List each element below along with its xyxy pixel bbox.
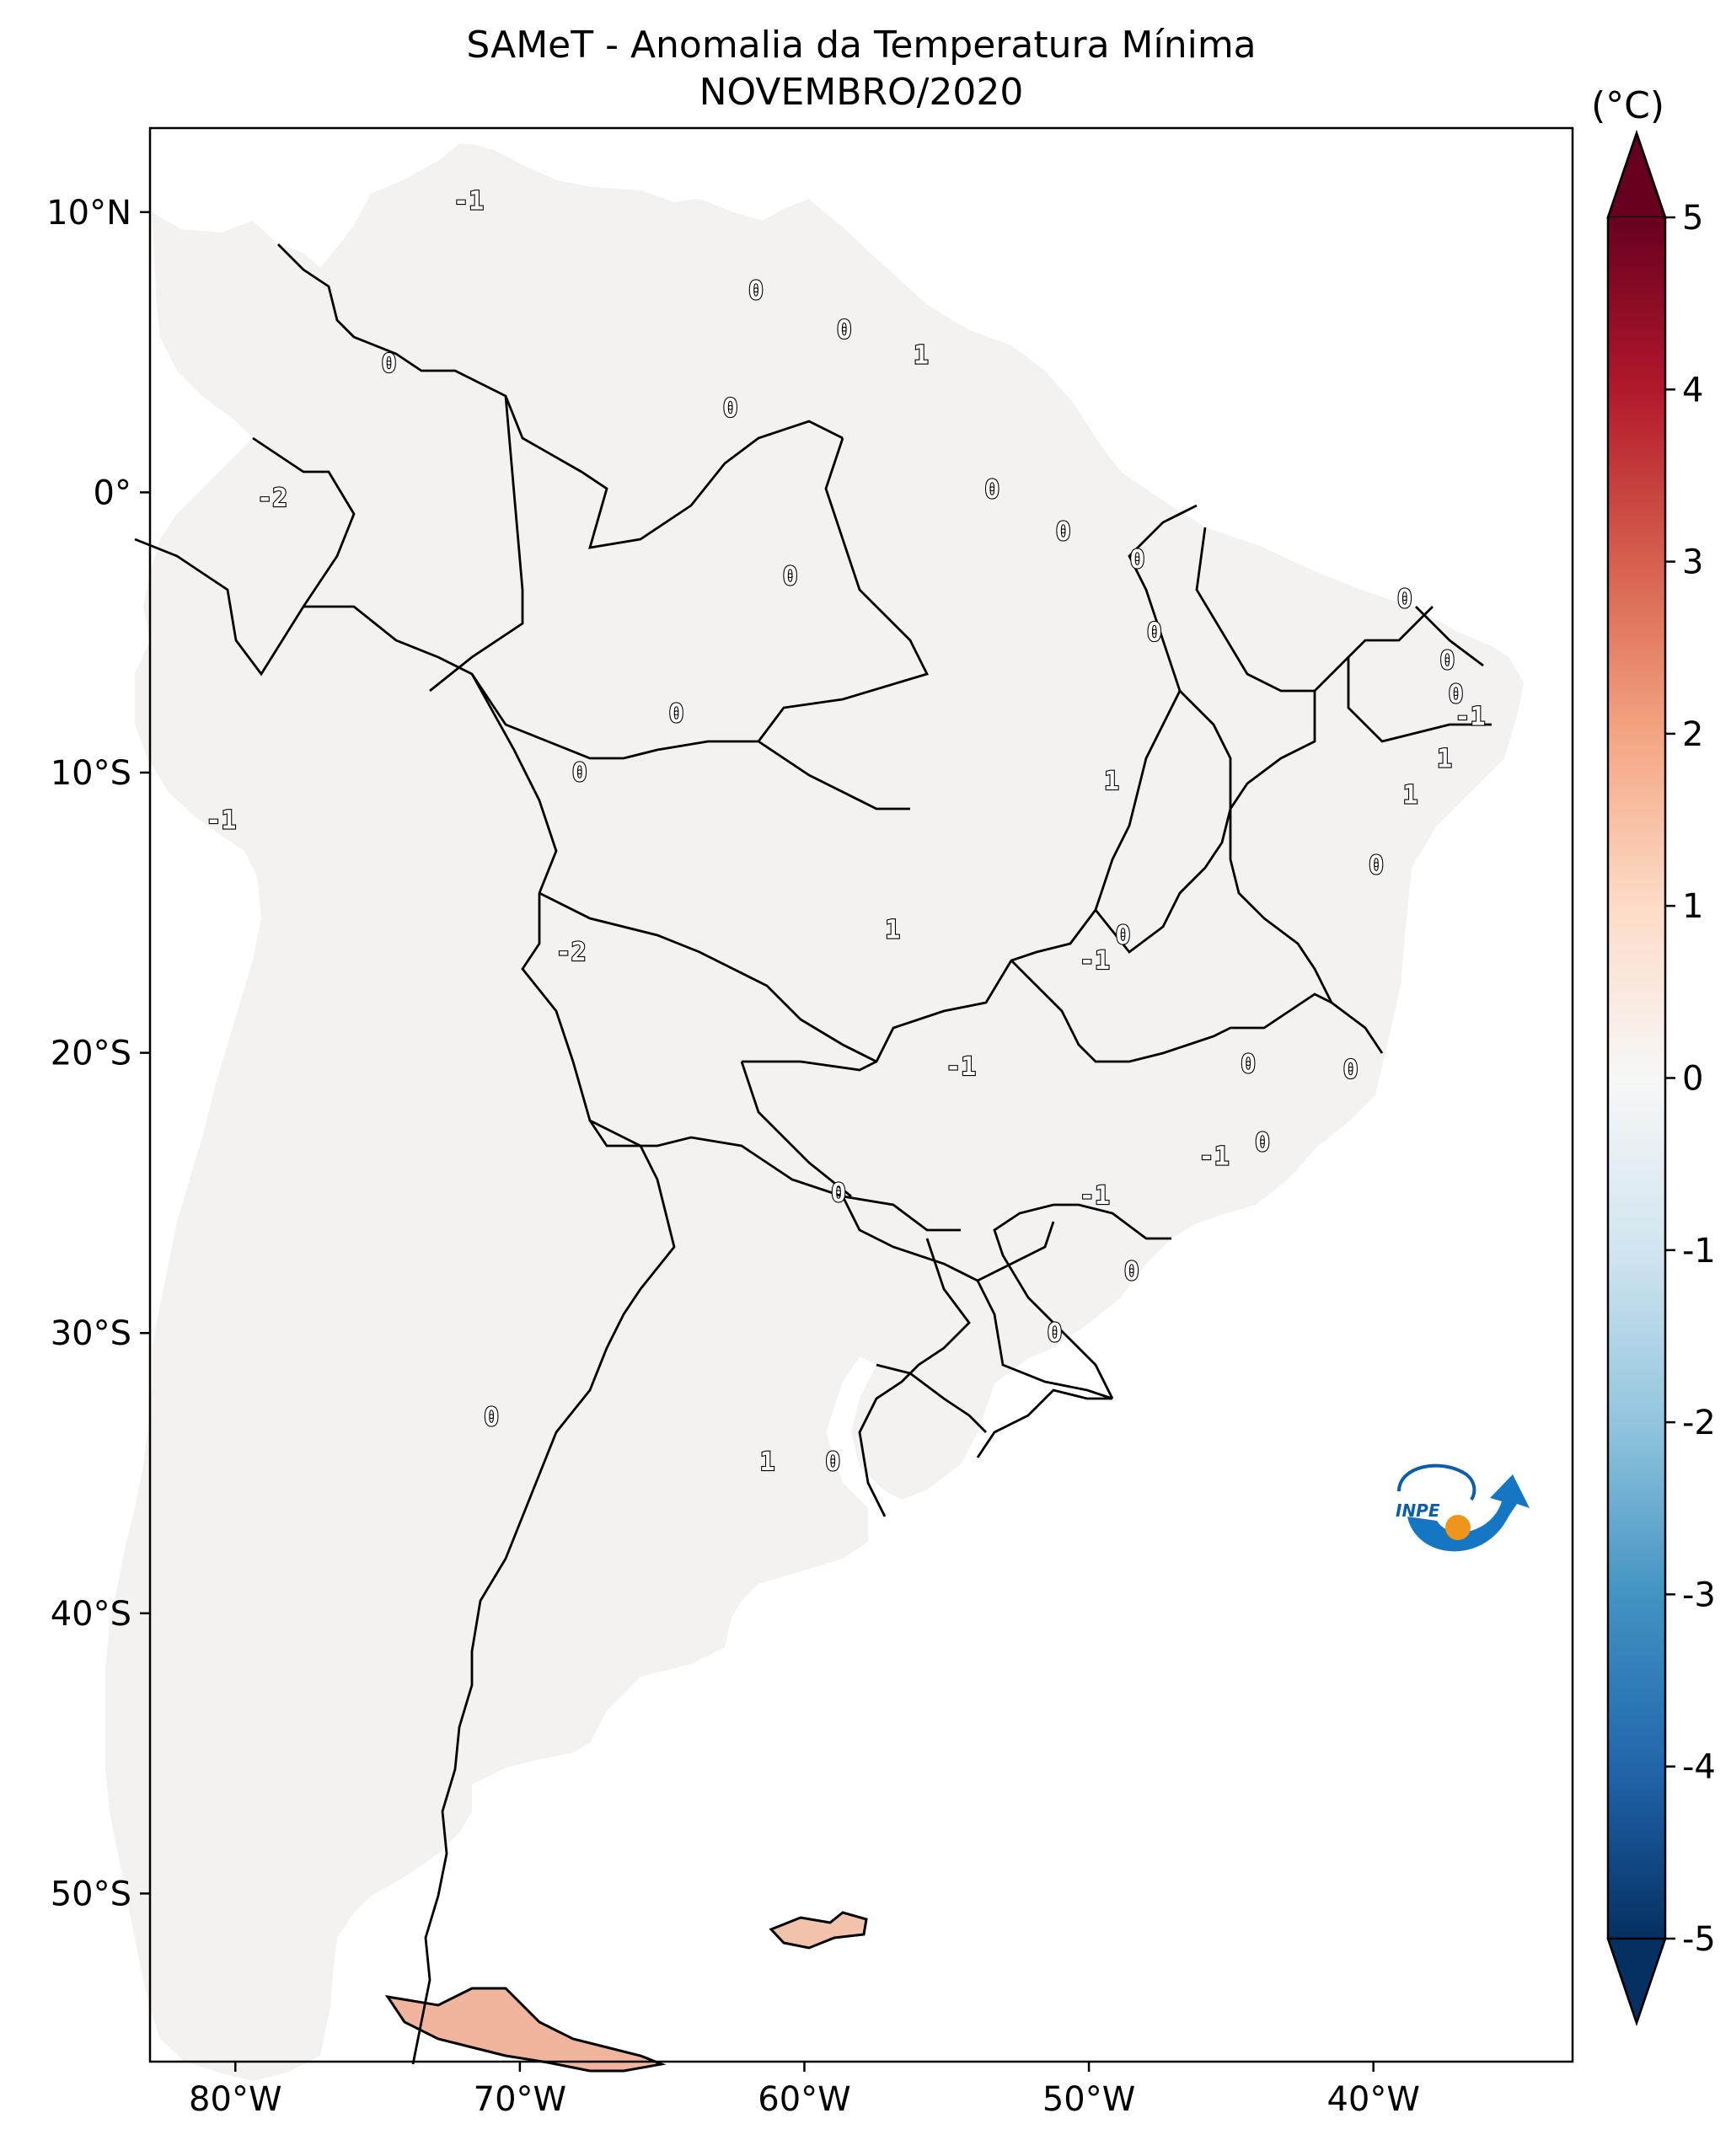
lat-tick-label: 50°S <box>51 1875 131 1913</box>
map-frame <box>148 126 1574 2063</box>
colorbar-tick-label: 0 <box>1682 1060 1703 1099</box>
contour-label: -1 <box>1080 1181 1110 1211</box>
tierra-del-fuego <box>384 1987 667 2073</box>
contour-label: 0 <box>837 315 852 345</box>
contour-label: 0 <box>1056 517 1071 547</box>
contour-label: 0 <box>382 349 397 378</box>
falkland-islands <box>769 1911 868 1950</box>
colorbar-tick-label: 3 <box>1682 543 1703 582</box>
contour-label: 0 <box>1343 1056 1359 1085</box>
contour-label: 0 <box>1129 545 1144 575</box>
logo-orbit-icon <box>1397 1463 1476 1501</box>
contour-label: 0 <box>1124 1257 1139 1287</box>
longitude-axis: 80°W 70°W 60°W 50°W 40°W <box>189 2062 1420 2119</box>
lon-tick-label: 50°W <box>1042 2080 1135 2119</box>
colorbar-tick-label: 2 <box>1682 715 1703 754</box>
lon-tick-label: 40°W <box>1326 2080 1419 2119</box>
lon-tick-label: 70°W <box>474 2080 566 2119</box>
contour-label: 0 <box>1449 680 1464 709</box>
contour-label: 0 <box>1048 1319 1063 1348</box>
contour-label: 0 <box>783 562 798 591</box>
contour-label: 0 <box>1241 1050 1256 1079</box>
colorbar-tick-label: -2 <box>1682 1404 1716 1442</box>
contour-label: -1 <box>1455 702 1485 731</box>
colorbar-tick-label: 4 <box>1682 371 1703 409</box>
contour-label: 0 <box>748 276 764 306</box>
contour-label: 0 <box>484 1403 499 1432</box>
contour-label: 0 <box>1116 921 1131 950</box>
contour-label: -1 <box>946 1052 976 1082</box>
latitude-axis: 10°N 0° 10°S 20°S 30°S 40°S 50°S <box>46 194 150 1913</box>
logo-sun-icon <box>1445 1515 1471 1540</box>
lat-tick-label: 40°S <box>51 1595 131 1634</box>
lon-tick-label: 80°W <box>189 2080 281 2119</box>
political-borders <box>134 243 1492 2065</box>
logo-text: INPE <box>1396 1501 1440 1521</box>
colorbar-extend-max <box>1606 130 1667 219</box>
contour-label: -1 <box>453 186 484 216</box>
contour-label: 0 <box>984 475 999 505</box>
contour-label: -2 <box>257 484 287 513</box>
map-panel <box>104 128 1573 2083</box>
contour-label: 0 <box>1147 618 1162 648</box>
contour-label: 1 <box>885 915 900 944</box>
contour-label: 1 <box>1437 744 1452 773</box>
colorbar-tick-label: -4 <box>1682 1748 1716 1787</box>
contour-label: 1 <box>760 1447 775 1477</box>
contour-label: -1 <box>1080 946 1110 976</box>
colorbar-ticks: 5 4 3 2 1 0 -1 -2 -3 -4 -5 <box>1665 199 1716 1959</box>
colorbar-tick-label: -1 <box>1682 1232 1716 1271</box>
contour-label: 0 <box>831 1179 846 1208</box>
inpe-logo: INPE <box>1396 1463 1530 1552</box>
contour-label: 0 <box>825 1447 840 1477</box>
colorbar-tick-label: 5 <box>1682 199 1703 238</box>
colorbar-unit-label: (°C) <box>1591 84 1665 127</box>
contour-label: 0 <box>1397 585 1412 614</box>
map-subtitle: NOVEMBRO/2020 <box>699 71 1024 114</box>
contour-label: 1 <box>1104 767 1119 796</box>
contour-label: 1 <box>1403 781 1418 811</box>
contour-label: 0 <box>1369 851 1384 880</box>
contour-label: 0 <box>723 394 738 424</box>
lat-tick-label: 0° <box>94 473 131 512</box>
colorbar-tick-label: -5 <box>1682 1920 1716 1959</box>
lon-tick-label: 60°W <box>758 2080 850 2119</box>
colorbar-extend-min <box>1606 1937 1667 2026</box>
colorbar: 5 4 3 2 1 0 -1 -2 -3 -4 -5 <box>1606 130 1716 2026</box>
contour-label: -1 <box>1199 1142 1230 1172</box>
lat-tick-label: 30°S <box>51 1314 131 1353</box>
colorbar-tick-label: 1 <box>1682 887 1703 926</box>
contour-label: 1 <box>914 340 929 370</box>
contour-label: 0 <box>1255 1128 1270 1158</box>
colorbar-bar <box>1608 217 1665 1939</box>
lat-tick-label: 10°N <box>46 194 131 233</box>
contour-label: 0 <box>572 758 587 788</box>
contour-label: 0 <box>669 699 684 729</box>
lat-tick-label: 10°S <box>51 754 131 793</box>
map-title: SAMeT - Anomalia da Temperatura Mínima <box>466 24 1257 67</box>
colorbar-tick-label: -3 <box>1682 1576 1716 1614</box>
contour-label: -2 <box>556 938 587 967</box>
contour-label: -1 <box>206 806 236 836</box>
lat-tick-label: 20°S <box>51 1035 131 1073</box>
contour-label: 0 <box>1439 646 1455 676</box>
logo-swoosh-icon <box>1407 1474 1530 1552</box>
